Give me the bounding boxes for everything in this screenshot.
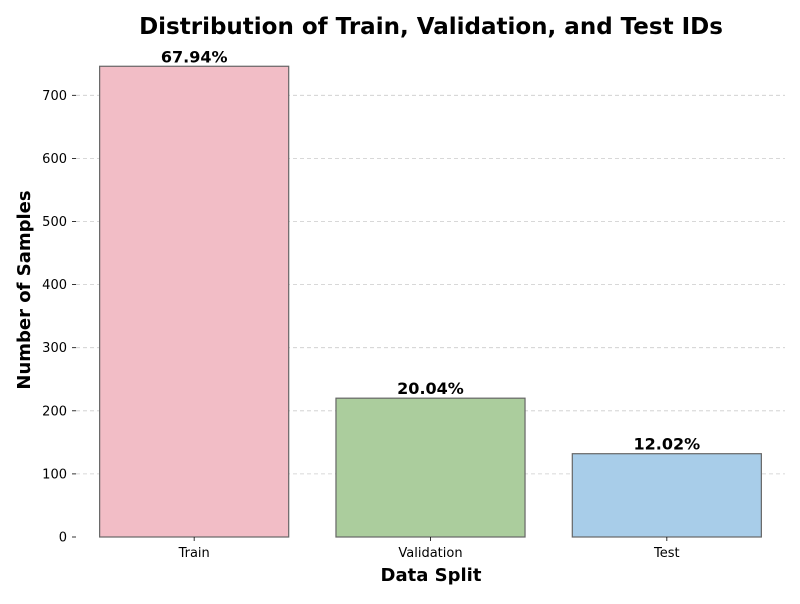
y-tick-label: 700 <box>42 89 67 104</box>
x-tick-label-validation: Validation <box>398 546 462 561</box>
data-label-train: 67.94% <box>161 47 228 66</box>
data-label-validation: 20.04% <box>397 379 464 398</box>
y-tick-label: 500 <box>42 215 67 230</box>
bar-train <box>99 65 290 538</box>
bars <box>99 65 762 538</box>
chart-title: Distribution of Train, Validation, and T… <box>139 14 723 40</box>
x-tick-label-test: Test <box>653 546 680 561</box>
y-tick-label: 0 <box>59 531 67 546</box>
y-axis: 0 100 200 300 400 500 600 700 <box>42 89 76 546</box>
y-tick-label: 200 <box>42 404 67 419</box>
y-tick-label: 400 <box>42 278 67 293</box>
bar-test <box>571 453 762 538</box>
x-axis-label: Data Split <box>381 565 482 586</box>
y-tick-label: 100 <box>42 467 67 482</box>
bar-validation <box>335 397 526 538</box>
y-axis-label: Number of Samples <box>14 190 35 389</box>
y-tick-label: 300 <box>42 341 67 356</box>
data-label-test: 12.02% <box>634 435 701 454</box>
data-labels: 67.94% 20.04% 12.02% <box>161 47 700 453</box>
x-tick-label-train: Train <box>178 546 210 561</box>
y-tick-label: 600 <box>42 152 67 167</box>
x-axis: Train Validation Test <box>178 537 680 561</box>
